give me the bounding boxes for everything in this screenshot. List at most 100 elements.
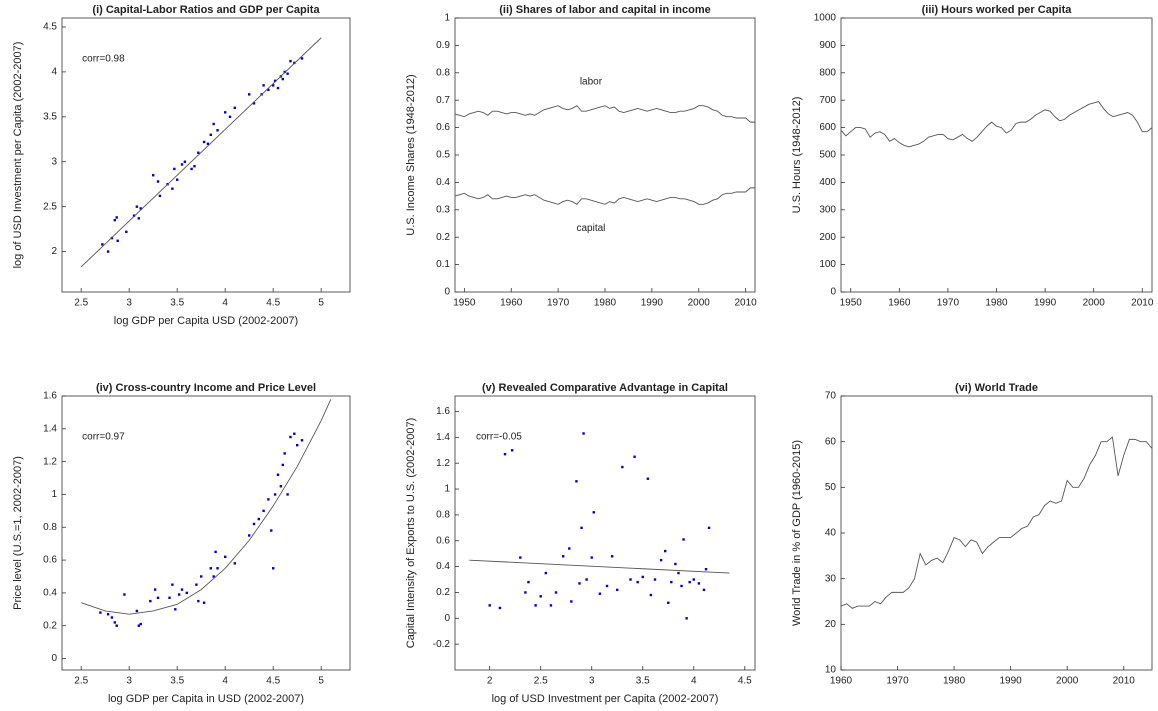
- point: [286, 493, 289, 496]
- point: [664, 549, 667, 553]
- point: [707, 526, 711, 530]
- point: [653, 578, 657, 581]
- y-axis-label: log of USD Investment per Capita (2002-2…: [12, 42, 24, 269]
- point: [202, 601, 206, 604]
- x-tick-label: 3.5: [636, 676, 650, 687]
- y-tick-label: 0.4: [43, 588, 57, 599]
- point: [158, 194, 162, 198]
- point: [149, 599, 152, 603]
- point: [248, 534, 251, 537]
- y-tick-label: 400: [819, 177, 836, 188]
- y-tick-label: 2.5: [43, 201, 57, 212]
- y-tick-label: 500: [819, 150, 836, 161]
- x-tick-label: 2010: [1113, 676, 1136, 687]
- y-tick-label: 0.4: [436, 177, 450, 188]
- y-tick-label: 1: [51, 489, 57, 500]
- x-tick-label: 1950: [840, 298, 863, 309]
- x-tick-label: 2.5: [534, 676, 548, 687]
- point: [544, 571, 548, 575]
- x-tick-label: 3: [126, 298, 132, 309]
- point: [629, 578, 632, 581]
- point: [132, 214, 136, 217]
- x-tick-label: 1980: [594, 298, 617, 309]
- point: [585, 578, 588, 581]
- point: [99, 611, 102, 614]
- x-tick-label: 4: [222, 298, 228, 309]
- point: [549, 604, 553, 607]
- x-tick-label: 1950: [453, 298, 476, 309]
- y-tick-label: 700: [819, 95, 836, 106]
- y-tick-label: 0.8: [436, 67, 450, 78]
- point: [296, 444, 299, 447]
- point: [667, 601, 670, 604]
- chart-title: (iv) Cross-country Income and Price Leve…: [96, 382, 316, 394]
- point: [539, 595, 542, 598]
- y-tick-label: 40: [825, 528, 837, 539]
- point: [561, 555, 565, 558]
- chart-title: (vi) World Trade: [955, 382, 1038, 394]
- point: [554, 591, 558, 594]
- x-tick-label: 3.5: [170, 676, 184, 687]
- x-tick-label: 1960: [830, 676, 853, 687]
- series-label: labor: [580, 76, 603, 87]
- x-tick-label: 1990: [1034, 298, 1057, 309]
- x-axis-label: log GDP per Capita in USD (2002-2007): [108, 693, 304, 705]
- series-label: capital: [576, 223, 605, 234]
- point: [209, 133, 212, 136]
- point: [183, 160, 187, 163]
- x-tick-label: 1980: [943, 676, 966, 687]
- point: [115, 216, 118, 219]
- plot-area: [840, 17, 1153, 293]
- point: [209, 567, 212, 570]
- line: [454, 187, 755, 205]
- x-tick-label: 3.5: [170, 298, 184, 309]
- y-tick-label: 0.2: [436, 587, 450, 598]
- y-tick-label: 0.8: [436, 510, 450, 521]
- point: [272, 84, 275, 87]
- x-tick-label: 4.5: [266, 298, 280, 309]
- plot-area: [61, 17, 351, 293]
- point: [692, 578, 695, 581]
- point: [212, 122, 215, 126]
- chart-title: (i) Capital-Labor Ratios and GDP per Cap…: [92, 4, 320, 16]
- line: [80, 37, 322, 268]
- x-tick-label: 2010: [735, 298, 758, 309]
- point: [174, 608, 177, 611]
- line: [469, 559, 730, 574]
- point: [156, 180, 160, 183]
- y-tick-label: 3: [51, 156, 57, 167]
- y-tick-label: -0.2: [433, 639, 451, 650]
- point: [171, 583, 174, 586]
- point: [135, 609, 139, 613]
- point: [498, 606, 502, 610]
- point: [101, 243, 104, 246]
- y-tick-label: 1.2: [436, 458, 450, 469]
- point: [605, 584, 609, 588]
- y-tick-label: 0.7: [436, 95, 450, 106]
- y-tick-label: 4: [51, 67, 57, 78]
- x-axis-label: log of USD Investment per Capita (2002-2…: [492, 693, 719, 705]
- x-tick-label: 4.5: [266, 676, 280, 687]
- y-tick-label: 1000: [814, 13, 837, 24]
- point: [190, 167, 193, 171]
- line: [840, 436, 1153, 609]
- point: [674, 562, 677, 566]
- point: [176, 178, 179, 181]
- x-tick-label: 2000: [1056, 676, 1079, 687]
- x-axis-label: log GDP per Capita USD (2002-2007): [114, 315, 298, 327]
- y-tick-label: 100: [819, 259, 836, 270]
- point: [248, 93, 251, 96]
- chart-title: (v) Revealed Comparative Advantage in Ca…: [482, 382, 728, 394]
- x-tick-label: 1990: [641, 298, 664, 309]
- y-tick-label: 1.4: [43, 423, 57, 434]
- point: [570, 600, 573, 603]
- point: [289, 59, 292, 63]
- point: [125, 230, 128, 234]
- y-tick-label: 0: [444, 287, 450, 298]
- point: [212, 575, 215, 578]
- point: [616, 588, 619, 592]
- point: [137, 624, 140, 627]
- y-tick-label: 60: [825, 436, 837, 447]
- point: [568, 547, 571, 550]
- y-tick-label: 800: [819, 67, 836, 78]
